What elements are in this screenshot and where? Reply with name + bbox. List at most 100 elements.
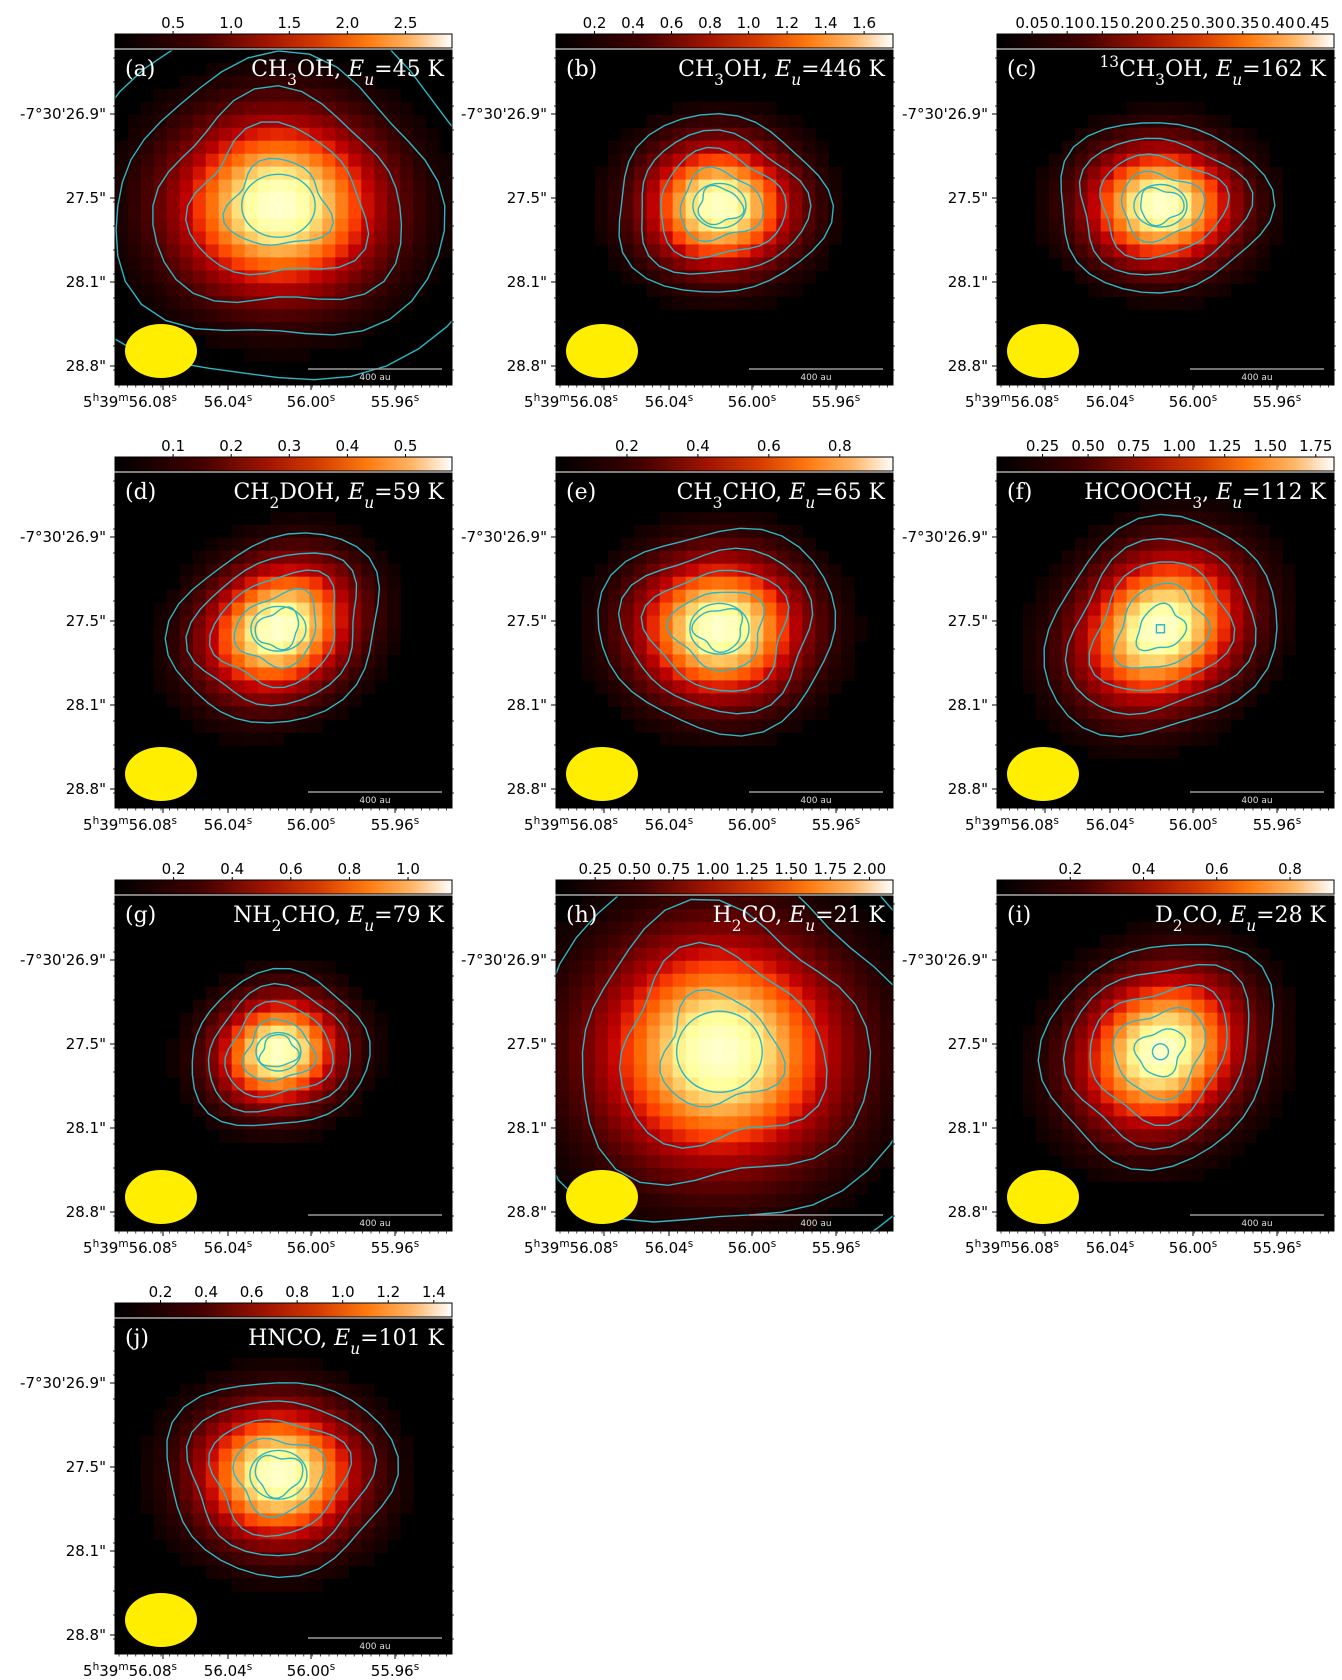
map-pixel xyxy=(1100,140,1115,155)
map-pixel xyxy=(802,257,816,271)
map-pixel xyxy=(763,628,777,643)
map-pixel xyxy=(1061,1077,1076,1092)
map-pixel xyxy=(633,908,648,923)
map-pixel xyxy=(1087,192,1102,207)
map-pixel xyxy=(166,283,181,297)
map-pixel xyxy=(1243,140,1257,155)
map-pixel xyxy=(854,615,868,630)
map-pixel xyxy=(633,641,648,656)
panel-label: (i) xyxy=(1007,903,1031,928)
map-pixel xyxy=(1152,1090,1167,1104)
map-pixel xyxy=(659,244,674,258)
map-pixel xyxy=(1191,1155,1205,1169)
map-pixel xyxy=(776,908,790,923)
colorbar-tick-label: 0.25 xyxy=(1156,14,1189,32)
panel-label: (g) xyxy=(125,903,156,928)
map-pixel xyxy=(633,1168,648,1182)
map-pixel xyxy=(556,1142,570,1156)
map-pixel xyxy=(672,563,687,578)
map-pixel xyxy=(581,654,596,669)
map-pixel xyxy=(737,166,752,181)
map-pixel xyxy=(1165,511,1180,526)
map-pixel xyxy=(205,680,220,694)
map-pixel xyxy=(789,706,803,720)
map-pixel xyxy=(400,218,414,233)
map-pixel xyxy=(685,732,700,746)
map-pixel xyxy=(205,1552,220,1566)
map-pixel xyxy=(1126,680,1141,694)
map-pixel xyxy=(270,231,285,246)
map-pixel xyxy=(854,1155,868,1169)
map-pixel xyxy=(348,283,362,297)
map-pixel xyxy=(283,153,298,168)
map-pixel xyxy=(283,550,298,565)
map-pixel xyxy=(322,1012,336,1027)
map-pixel xyxy=(1191,654,1205,669)
map-pixel xyxy=(1217,628,1231,643)
contour-level xyxy=(184,121,370,276)
contour-level xyxy=(1112,582,1212,669)
map-pixel xyxy=(802,934,816,949)
map-pixel xyxy=(283,88,298,103)
map-pixel xyxy=(789,615,803,630)
map-pixel xyxy=(257,667,272,681)
map-pixel xyxy=(581,947,596,962)
map-pixel xyxy=(620,1116,635,1130)
map-pixel xyxy=(218,1012,233,1027)
map-pixel xyxy=(776,667,790,681)
map-pixel xyxy=(309,62,323,77)
ytick-label: -7°30'26.9" xyxy=(20,528,106,546)
map-pixel xyxy=(1113,1038,1128,1053)
map-pixel xyxy=(1100,179,1115,194)
map-pixel xyxy=(581,1142,596,1156)
map-pixel xyxy=(218,283,233,297)
map-pixel xyxy=(374,1396,388,1411)
map-pixel xyxy=(724,667,739,681)
map-pixel xyxy=(724,524,739,539)
contours xyxy=(164,532,381,724)
map-pixel xyxy=(205,1370,220,1385)
map-pixel xyxy=(1256,615,1270,630)
map-pixel xyxy=(698,1038,713,1053)
map-pixel xyxy=(309,1526,323,1540)
map-pixel xyxy=(322,1396,336,1411)
map-pixel xyxy=(763,1012,777,1027)
map-pixel xyxy=(646,602,661,617)
map-pixel xyxy=(244,999,259,1014)
map-pixel xyxy=(607,1025,622,1040)
map-pixel xyxy=(270,166,285,181)
map-pixel xyxy=(711,960,726,975)
map-pixel xyxy=(737,908,752,923)
map-pixel xyxy=(672,615,687,630)
map-pixel xyxy=(153,127,168,142)
map-pixel xyxy=(153,615,168,630)
map-pixel xyxy=(633,602,648,617)
map-pixel xyxy=(672,140,687,155)
map-pixel xyxy=(620,1142,635,1156)
map-pixel xyxy=(387,296,401,310)
map-pixel xyxy=(322,1064,336,1079)
map-pixel xyxy=(361,1383,375,1398)
map-pixel xyxy=(400,283,414,297)
contour-level xyxy=(115,50,452,381)
map-pixel xyxy=(711,732,726,746)
map-pixel xyxy=(789,550,803,565)
map-pixel xyxy=(1191,257,1205,271)
map-pixel xyxy=(244,322,259,336)
map-pixel xyxy=(659,1194,674,1208)
contour-level xyxy=(581,898,872,1187)
map-pixel xyxy=(127,166,142,181)
map-pixel xyxy=(374,1422,388,1437)
colorbar xyxy=(996,879,1335,895)
map-pixel xyxy=(556,921,570,936)
map-pixel xyxy=(672,1038,687,1053)
map-pixel xyxy=(231,654,246,669)
xtick-label-ra-prefix: 5h39m56.08s xyxy=(524,1238,618,1257)
map-pixel xyxy=(633,628,648,643)
map-pixel xyxy=(1113,654,1128,669)
map-pixel xyxy=(1243,680,1257,694)
map-pixel xyxy=(1256,231,1270,246)
map-pixel xyxy=(854,1103,868,1117)
map-pixel xyxy=(789,153,803,168)
